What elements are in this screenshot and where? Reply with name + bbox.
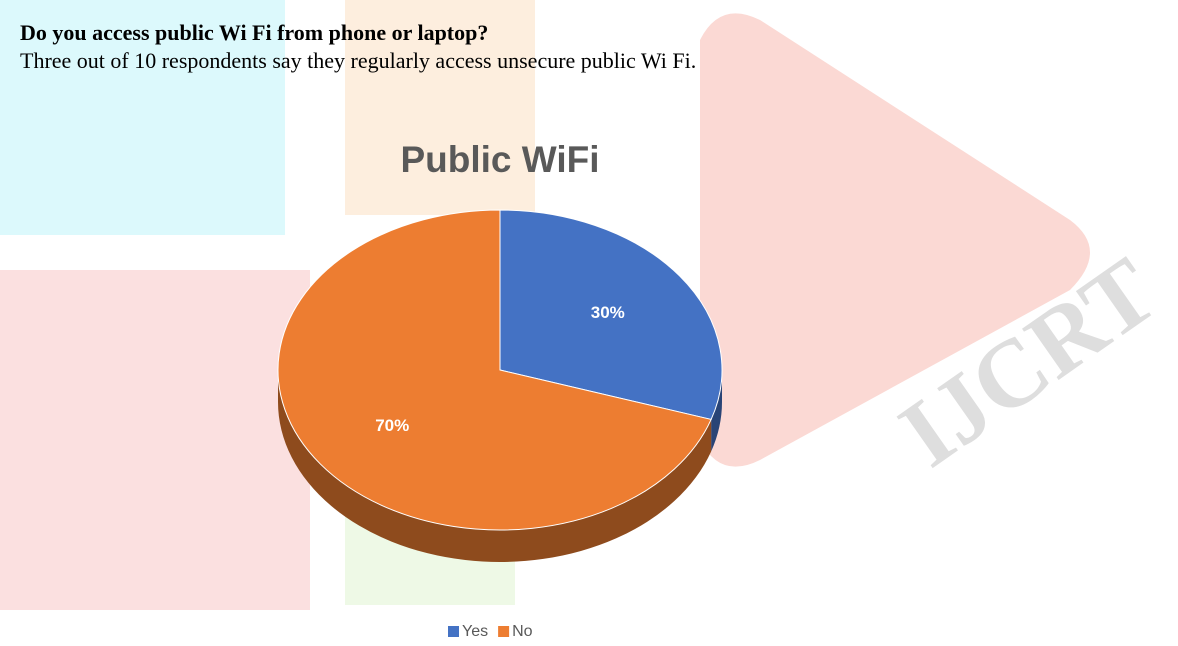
legend-swatch bbox=[448, 626, 459, 637]
legend-label: No bbox=[512, 623, 533, 640]
pie-slice-side bbox=[711, 370, 722, 452]
chart-title: Public WiFi bbox=[400, 139, 599, 180]
watermark-shape bbox=[345, 0, 535, 215]
watermark-shape bbox=[0, 270, 310, 610]
pie: 30% 70% bbox=[277, 209, 723, 562]
data-label: 30% bbox=[591, 303, 625, 322]
data-label: 70% bbox=[375, 416, 409, 435]
body-text: Three out of 10 respondents say they reg… bbox=[20, 48, 696, 73]
legend: Yes No bbox=[448, 623, 533, 640]
legend-swatch bbox=[498, 626, 510, 637]
pie-slice bbox=[277, 209, 712, 531]
pie-slice bbox=[499, 209, 723, 421]
legend-label: Yes bbox=[462, 623, 488, 640]
watermark-shape bbox=[700, 13, 1090, 467]
pie-slice-side bbox=[278, 370, 712, 562]
heading: Do you access public Wi Fi from phone or… bbox=[20, 20, 488, 45]
watermark-shape bbox=[0, 0, 285, 235]
